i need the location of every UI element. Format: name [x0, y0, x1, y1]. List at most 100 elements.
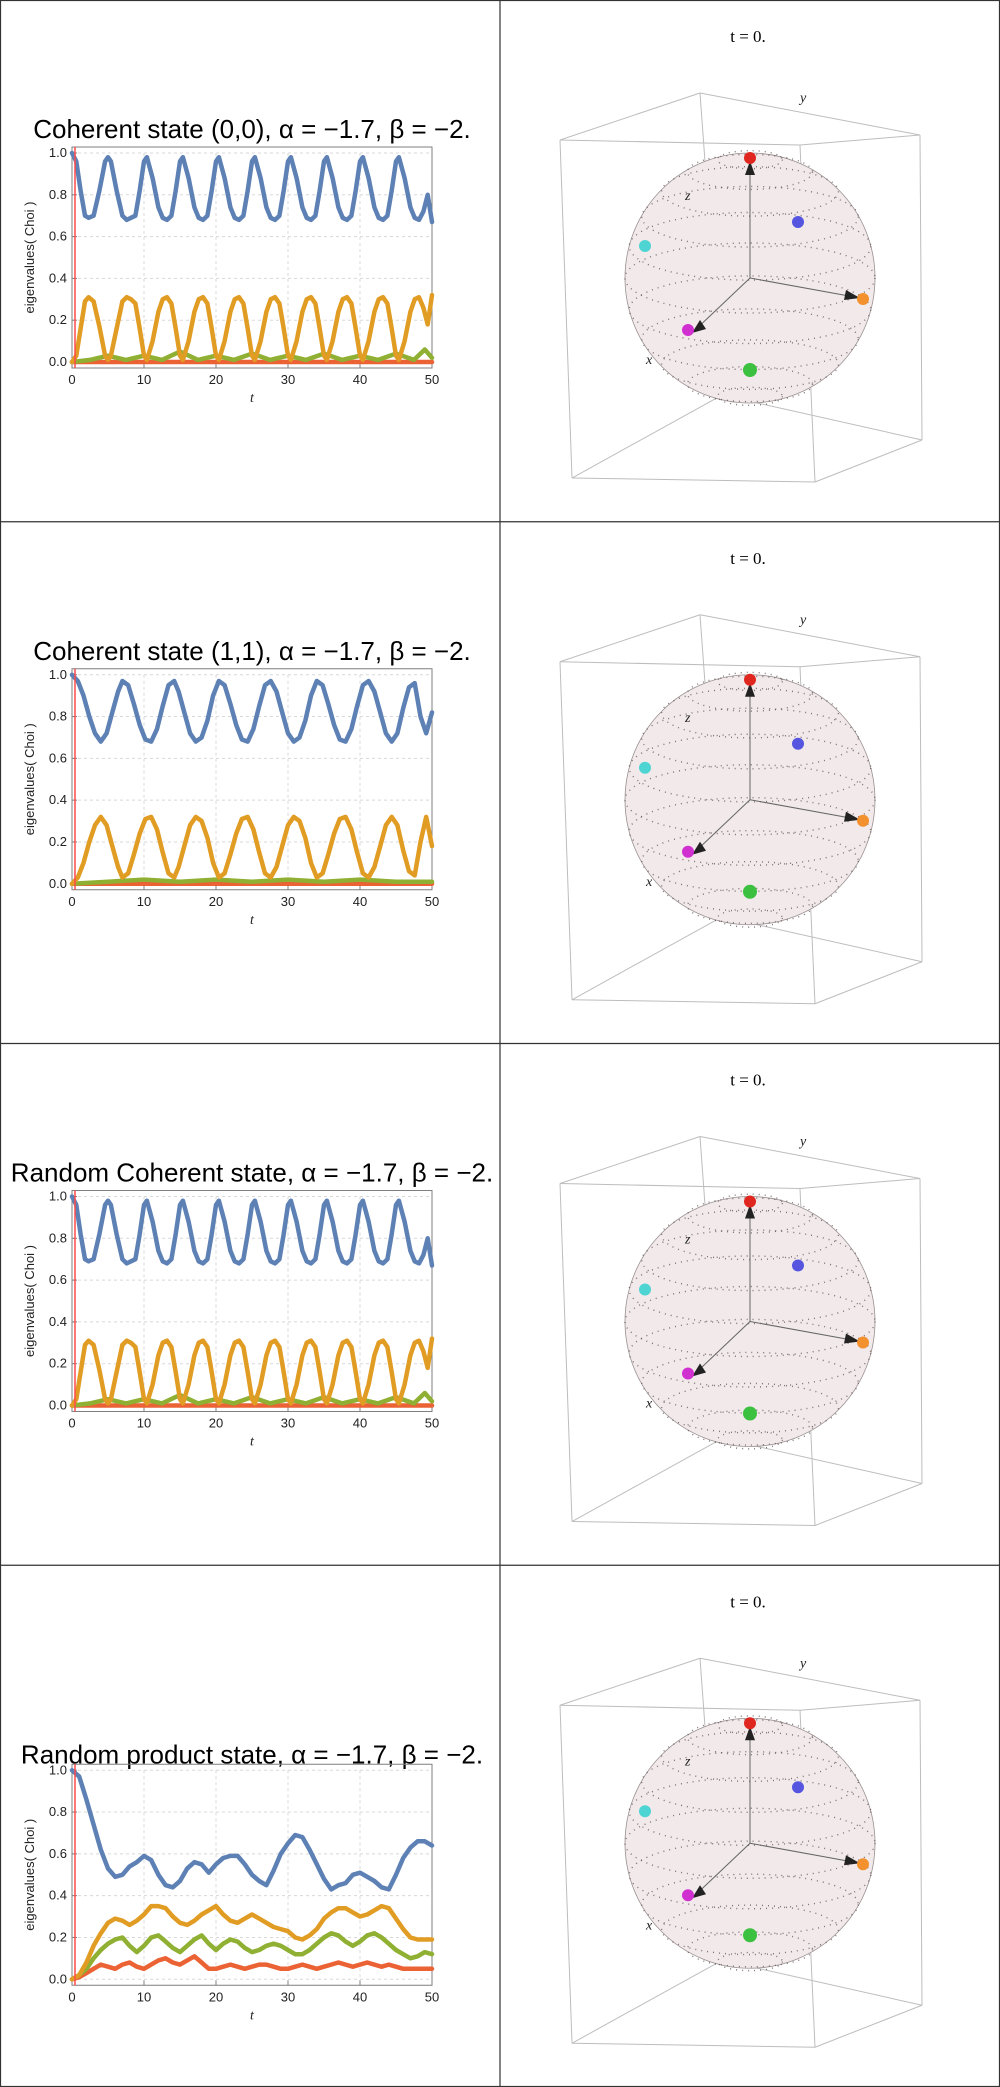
latitude-ring [624, 1807, 876, 1879]
latitude-ring [628, 211, 872, 281]
latitude-ring [628, 1777, 872, 1847]
x-tick-label: 40 [353, 894, 367, 909]
latitude-ring [686, 1931, 814, 1968]
x-tick-label: 0 [68, 1989, 75, 2004]
arrow-y [844, 290, 860, 300]
latitude-ring [641, 1750, 859, 1814]
y-axis-label: eigenvalues( Choi ) [22, 723, 37, 835]
time-label: t = 0. [730, 549, 766, 568]
arrow-z [745, 1726, 755, 1741]
latitude-ring [641, 1351, 859, 1414]
latitude-ring [641, 829, 859, 893]
box-edge [799, 1699, 921, 1711]
sphere-panel-3: t = 0. x y z [559, 1071, 923, 1526]
x-tick-label: 10 [137, 372, 151, 387]
latitude-ring [686, 1718, 814, 1756]
axis-label-y: y [798, 1656, 807, 1671]
series-green [69, 1390, 435, 1408]
x-tick-label: 0 [68, 372, 75, 387]
box-edge [699, 1136, 921, 1179]
state-point-red [744, 152, 756, 164]
arrow-z [745, 161, 755, 175]
x-tick-label: 20 [209, 894, 223, 909]
chart-title: Coherent state (1,1), α = −1.7, β = −2. [33, 636, 471, 666]
series-orange [69, 814, 435, 887]
y-tick-label: 0.8 [49, 1230, 67, 1245]
latitude-ring [686, 153, 814, 191]
y-axis-label: eigenvalues( Choi ) [22, 1245, 37, 1357]
x-tick-label: 10 [137, 1989, 151, 2004]
latitude-ring [660, 1382, 840, 1434]
x-tick-label: 20 [209, 372, 223, 387]
box-edge [571, 1438, 723, 1522]
box-edge [571, 1521, 816, 1526]
state-point-magenta [682, 845, 694, 858]
latitude-ring [686, 1409, 814, 1446]
y-tick-label: 0.6 [49, 229, 67, 244]
latitude-ring [716, 1193, 784, 1213]
state-point-blue [792, 1781, 804, 1794]
latitude-ring [628, 275, 872, 345]
box-edge [559, 1183, 573, 1522]
latitude-ring [628, 733, 872, 803]
box-edge [559, 1136, 701, 1184]
chart-1: Coherent state (0,0), α = −1.7, β = −2. 0… [22, 114, 471, 406]
box-edge [559, 661, 801, 668]
plot-frame [71, 1190, 433, 1412]
x-tick-label: 10 [137, 894, 151, 909]
latitude-ring [628, 1318, 872, 1388]
x-axis-label: t [250, 391, 255, 406]
latitude-ring [641, 1873, 859, 1936]
box-edge [799, 656, 921, 668]
series-green [69, 877, 435, 887]
box-edge [814, 961, 923, 1005]
axis-label-z: z [684, 189, 691, 204]
state-point-orange [857, 1858, 869, 1871]
state-point-red [744, 673, 756, 686]
latitude-ring [628, 796, 872, 866]
time-label: t = 0. [730, 1071, 766, 1090]
box-edge [571, 999, 816, 1005]
box-edge [699, 1657, 921, 1701]
y-tick-label: 0.4 [49, 1888, 67, 1903]
latitude-ring [641, 308, 859, 371]
y-tick-label: 0.6 [49, 1272, 67, 1287]
y-axis-line [749, 799, 861, 821]
arrow-x [692, 1885, 706, 1899]
y-tick-label: 0.2 [49, 834, 67, 849]
y-tick-label: 0.4 [49, 1314, 67, 1329]
box-edge [699, 614, 921, 658]
box-edge [919, 1700, 923, 2006]
x-tick-label: 20 [209, 1989, 223, 2004]
axis-label-y: y [798, 1135, 807, 1150]
state-point-cyan [639, 240, 651, 252]
arrow-z [745, 1204, 755, 1219]
y-tick-label: 0.8 [49, 1804, 67, 1819]
axis-label-z: z [684, 711, 691, 726]
axis-label-z: z [684, 1754, 691, 1769]
series-green [69, 1931, 435, 1982]
latitude-ring [716, 1951, 784, 1972]
y-tick-label: 0.0 [49, 1971, 67, 1986]
series-red [69, 1954, 435, 1982]
y-tick-label: 0.4 [49, 792, 67, 807]
box-edge [699, 92, 921, 136]
series-orange [69, 1336, 435, 1408]
state-point-blue [792, 216, 804, 228]
series-orange [69, 292, 435, 365]
x-axis-label: t [250, 913, 255, 928]
state-point-red [744, 1717, 756, 1730]
x-tick-label: 30 [281, 372, 295, 387]
latitude-ring [686, 365, 814, 403]
state-point-green [743, 1406, 757, 1421]
box-edge [814, 439, 923, 483]
y-tick-label: 0.6 [49, 1846, 67, 1861]
state-point-magenta [682, 324, 694, 336]
arrow-y [844, 811, 860, 822]
x-tick-label: 0 [68, 1416, 75, 1431]
state-point-blue [792, 737, 804, 750]
state-point-orange [857, 814, 869, 827]
chart-title: Coherent state (0,0), α = −1.7, β = −2. [33, 114, 471, 144]
arrow-x [692, 841, 706, 855]
x-tick-label: 10 [137, 1416, 151, 1431]
